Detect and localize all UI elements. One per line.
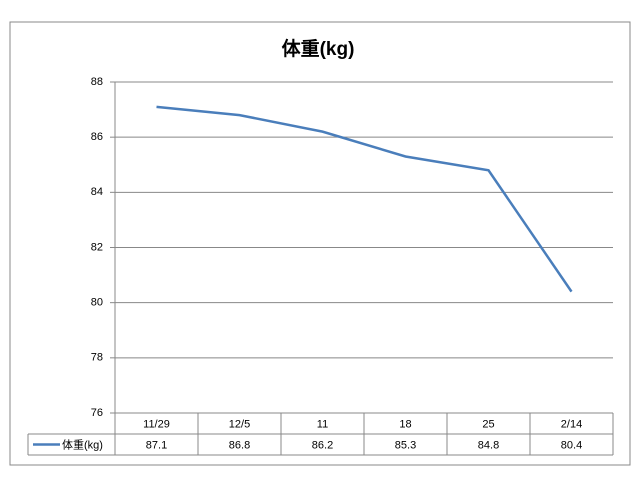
- x-tick-label: 12/5: [229, 418, 250, 430]
- y-tick-label: 82: [91, 241, 103, 253]
- y-tick-label: 78: [91, 352, 103, 364]
- y-tick-label: 76: [91, 407, 103, 419]
- y-tick-label: 88: [91, 76, 103, 88]
- y-tick-label: 86: [91, 131, 103, 143]
- legend-label: 体重(kg): [62, 437, 103, 451]
- data-table-value: 87.1: [146, 439, 167, 451]
- x-tick-label: 11/29: [143, 418, 170, 430]
- x-tick-label: 18: [399, 418, 411, 430]
- y-tick-label: 80: [91, 297, 103, 309]
- data-table-value: 84.8: [478, 439, 499, 451]
- x-tick-label: 2/14: [561, 418, 582, 430]
- line-series: [156, 105, 573, 293]
- data-table-value: 80.4: [561, 439, 582, 451]
- chart-border: [9, 21, 631, 466]
- data-table-value: 85.3: [395, 439, 416, 451]
- data-table-value: 86.8: [229, 439, 250, 451]
- data-table-value: 86.2: [312, 439, 333, 451]
- y-tick-label: 84: [91, 186, 103, 198]
- x-tick-label: 25: [482, 418, 494, 430]
- x-tick-label: 11: [317, 418, 328, 430]
- chart-title: 体重(kg): [282, 37, 355, 60]
